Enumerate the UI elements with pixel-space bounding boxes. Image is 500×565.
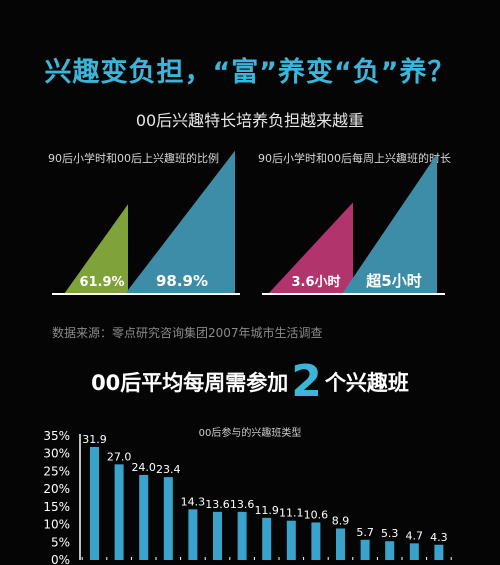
bar (213, 511, 222, 560)
y-tick-label: 15% (43, 500, 70, 514)
bar-value-label: 27.0 (107, 450, 132, 463)
bar (188, 509, 198, 560)
section-title-before: 00后平均每周需参加 (91, 371, 289, 395)
bar-value-label: 13.6 (230, 498, 255, 511)
bar-value-label: 4.3 (430, 531, 448, 544)
triangle-label-0-0: 61.9% (79, 275, 124, 290)
bar-value-label: 31.9 (82, 433, 107, 446)
bar (237, 511, 247, 560)
triangle-label-1-1: 超5小时 (365, 272, 421, 290)
bar-value-label: 8.9 (332, 514, 350, 527)
section-title-number: 2 (291, 356, 322, 407)
left-chart-caption: 90后小学时和00后上兴趣班的比例 (48, 152, 219, 165)
bar (434, 544, 444, 560)
section-title: 00后平均每周需参加2 个兴趣班 (0, 356, 500, 407)
section-title-after: 个兴趣班 (324, 371, 409, 395)
bar-value-label: 5.3 (381, 527, 399, 540)
bar-value-label: 13.6 (205, 498, 230, 511)
bar (114, 464, 124, 560)
y-tick-label: 30% (43, 447, 70, 461)
triangle-1-0 (268, 202, 353, 294)
bar (286, 520, 296, 560)
bar (336, 528, 345, 560)
bar (385, 541, 395, 560)
bar-value-label: 4.7 (406, 529, 424, 542)
bar (262, 517, 272, 560)
triangle-1-1 (342, 154, 437, 294)
bar-chart-title: 00后参与的兴趣班类型 (199, 426, 302, 439)
headline: 兴趣变负担，“富”养变“负”养？ (44, 57, 456, 88)
y-tick-label: 0% (51, 553, 70, 565)
bar (311, 522, 321, 560)
y-tick-label: 10% (43, 518, 70, 532)
y-tick-label: 20% (43, 482, 70, 496)
bar (139, 474, 149, 560)
bar-value-label: 11.1 (279, 507, 304, 520)
bar-value-label: 14.3 (181, 495, 206, 508)
bar-value-label: 23.4 (156, 463, 181, 476)
y-tick-label: 5% (51, 535, 70, 549)
y-tick-label: 25% (43, 464, 70, 478)
subtitle: 00后兴趣特长培养负担越来越重 (135, 111, 365, 130)
triangle-0-1 (125, 150, 235, 294)
bar (360, 539, 370, 560)
bar-value-label: 24.0 (131, 461, 156, 474)
triangle-0-0 (64, 204, 128, 294)
y-tick-label: 35% (43, 429, 70, 443)
triangle-label-0-1: 98.9% (156, 272, 208, 290)
bar (409, 543, 419, 560)
data-source: 数据来源：零点研究咨询集团2007年城市生活调查 (52, 326, 323, 340)
bar-value-label: 11.9 (254, 504, 279, 517)
bar-value-label: 10.6 (304, 508, 329, 521)
bar (163, 477, 173, 560)
bar (90, 446, 99, 560)
triangle-label-1-0: 3.6小时 (291, 274, 340, 290)
right-chart-caption: 90后小学时和00后每周上兴趣班的时长 (258, 152, 451, 165)
bar-value-label: 5.7 (356, 526, 374, 539)
